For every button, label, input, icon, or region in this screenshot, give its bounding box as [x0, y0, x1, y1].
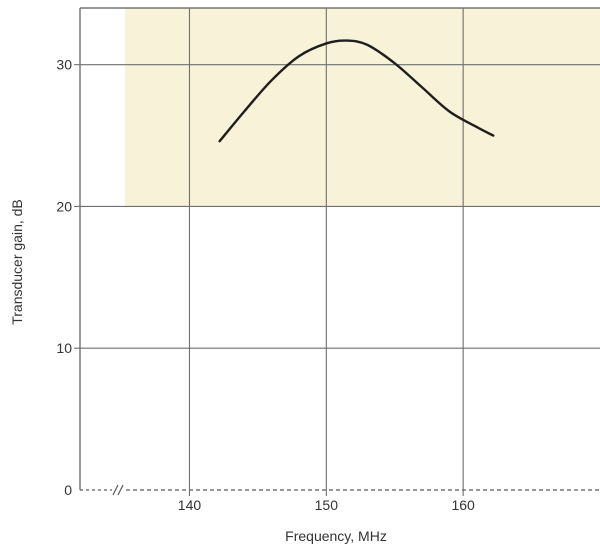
gain-curve	[218, 39, 495, 143]
x-tick-label: 150	[315, 497, 339, 513]
highlight-band	[125, 8, 600, 207]
y-tick-label: 20	[56, 198, 72, 214]
axis-break-mark	[112, 484, 119, 496]
y-tick-label: 10	[56, 340, 72, 356]
x-tick-label: 140	[178, 497, 202, 513]
x-tick-label: 160	[451, 497, 475, 513]
y-axis-title: Transducer gain, dB	[9, 199, 25, 325]
x-axis-title: Frequency, MHz	[285, 528, 387, 544]
y-tick-label: 0	[64, 482, 72, 498]
y-tick-label: 30	[56, 57, 72, 73]
axis-break-mark	[117, 484, 124, 496]
